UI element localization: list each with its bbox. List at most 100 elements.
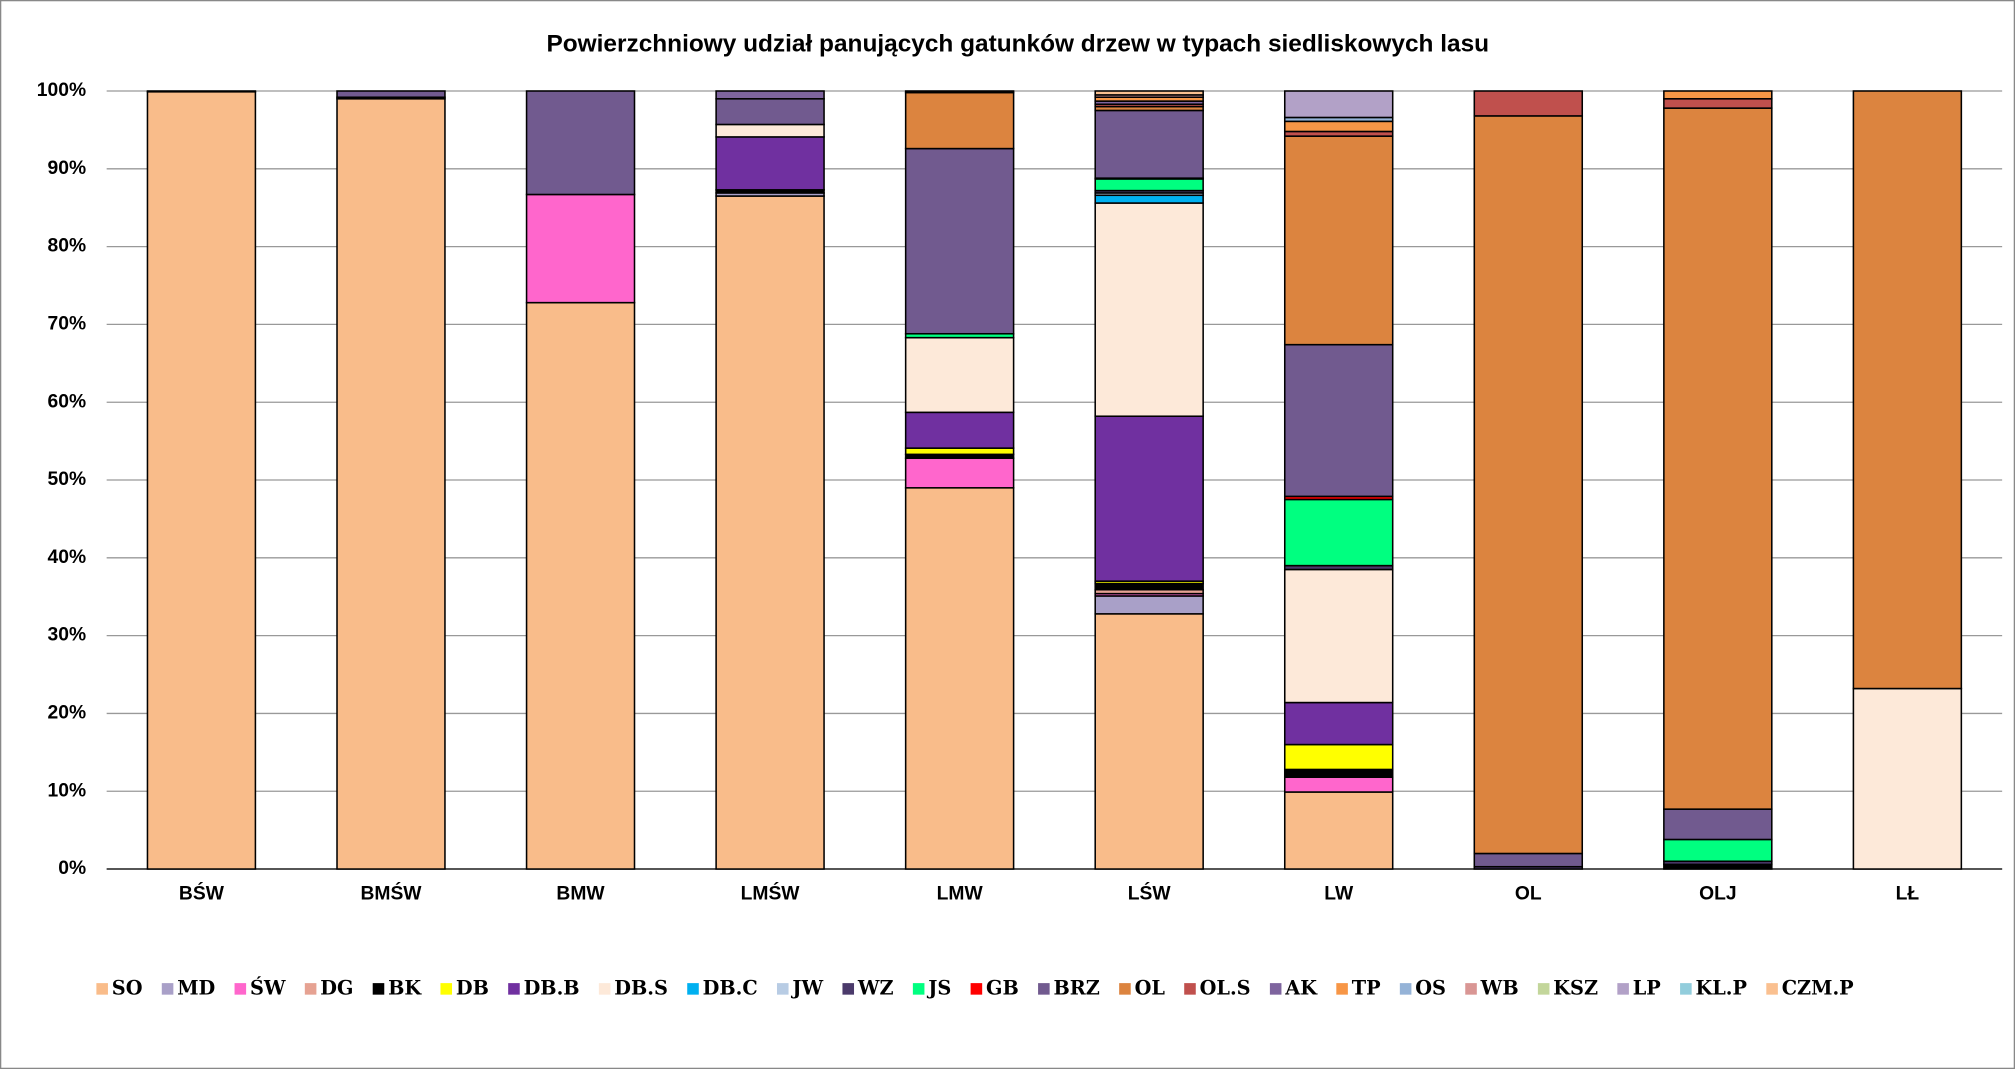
x-tick-label: OL bbox=[1515, 884, 1542, 905]
legend-swatch bbox=[1465, 983, 1477, 995]
legend-swatch bbox=[1766, 983, 1778, 995]
bar-segment bbox=[715, 90, 825, 100]
bar-segment bbox=[1283, 90, 1394, 119]
legend-swatch bbox=[161, 983, 174, 995]
y-tick-label: 0% bbox=[58, 858, 86, 879]
bar-segment bbox=[715, 98, 825, 126]
y-tick-label: 40% bbox=[48, 547, 87, 568]
legend-label: DB bbox=[456, 977, 489, 1000]
legend-label: KL.P bbox=[1696, 977, 1748, 1000]
bar-segment bbox=[1094, 415, 1204, 582]
y-tick-label: 90% bbox=[48, 158, 87, 179]
legend-swatch bbox=[1119, 983, 1131, 995]
y-tick-label: 20% bbox=[48, 703, 87, 724]
bar-segment bbox=[1094, 595, 1204, 615]
legend-label: MD bbox=[177, 977, 215, 1000]
bar-segment bbox=[1094, 178, 1204, 192]
y-tick-label: 60% bbox=[48, 391, 87, 412]
bar-segment bbox=[904, 487, 1015, 870]
x-tick-label: LŚW bbox=[1128, 883, 1172, 905]
legend-label: CZM.P bbox=[1782, 977, 1854, 1000]
bar-segment bbox=[1283, 791, 1394, 870]
bar-segment bbox=[715, 195, 825, 870]
legend-swatch bbox=[234, 983, 247, 995]
bar-segment bbox=[1283, 498, 1394, 567]
legend-swatch bbox=[1038, 983, 1050, 995]
legend-swatch bbox=[1336, 983, 1348, 995]
x-tick-label: BŚW bbox=[179, 883, 225, 905]
bar-segment bbox=[336, 98, 446, 870]
legend-swatch bbox=[687, 983, 699, 995]
chart-title: Powierzchniowy udział panujących gatunkó… bbox=[546, 30, 1489, 57]
bar-segment bbox=[1852, 687, 1963, 870]
bar-segment bbox=[1283, 776, 1394, 793]
bar-segment bbox=[1663, 808, 1773, 841]
bar-segment bbox=[1094, 109, 1204, 179]
bar-segment bbox=[146, 91, 257, 870]
legend-label: LP bbox=[1633, 977, 1661, 1000]
legend-label: WZ bbox=[857, 977, 894, 1000]
bar-segment bbox=[904, 147, 1015, 335]
bar-segment bbox=[904, 90, 1015, 94]
bar-segment bbox=[1283, 135, 1394, 346]
legend-swatch bbox=[842, 983, 855, 995]
legend-label: OL.S bbox=[1200, 977, 1251, 1000]
legend-label: DB.S bbox=[614, 977, 668, 1000]
bar-segment bbox=[904, 336, 1015, 414]
bar-segment bbox=[1663, 98, 1773, 109]
bar-segment bbox=[525, 301, 636, 870]
bar-segment bbox=[1094, 582, 1204, 591]
legend-swatch bbox=[440, 983, 453, 995]
y-tick-label: 30% bbox=[48, 625, 87, 646]
bar-segment bbox=[1283, 120, 1394, 133]
x-tick-label: LMŚW bbox=[741, 883, 801, 905]
bar-segment bbox=[1473, 115, 1584, 855]
bar-segment bbox=[1283, 743, 1394, 771]
bar-segment bbox=[904, 457, 1015, 489]
legend-label: GB bbox=[986, 977, 1019, 1000]
legend-swatch bbox=[1269, 983, 1282, 995]
y-tick-label: 80% bbox=[48, 236, 87, 257]
legend-swatch bbox=[1617, 983, 1629, 995]
legend-label: BK bbox=[388, 977, 422, 1000]
legend-swatch bbox=[304, 983, 317, 995]
bar-segment bbox=[146, 90, 257, 93]
legend-label: KSZ bbox=[1553, 977, 1598, 1000]
bar-segment bbox=[904, 411, 1015, 449]
legend-label: OS bbox=[1415, 977, 1446, 1000]
bar-segment bbox=[1473, 852, 1584, 868]
bar-segment bbox=[1283, 768, 1394, 779]
bar-segment bbox=[1663, 90, 1773, 100]
bar-segment bbox=[1852, 90, 1963, 690]
legend-swatch bbox=[1537, 983, 1550, 995]
legend-label: TP bbox=[1352, 977, 1381, 1000]
legend-label: JS bbox=[926, 977, 951, 1000]
bar-segment bbox=[1283, 701, 1394, 746]
bar-segment bbox=[1663, 838, 1773, 863]
legend-label: ŚW bbox=[250, 977, 286, 1000]
legend-label: SO bbox=[112, 977, 143, 1000]
bar-segment bbox=[1094, 202, 1204, 417]
y-tick-label: 100% bbox=[37, 80, 86, 101]
legend-swatch bbox=[970, 983, 983, 995]
x-tick-label: LŁ bbox=[1896, 884, 1920, 905]
y-tick-label: 50% bbox=[48, 469, 87, 490]
bar-segment bbox=[1094, 90, 1204, 96]
bar-segment bbox=[1663, 107, 1773, 810]
x-tick-label: OLJ bbox=[1699, 884, 1737, 905]
bar-segment bbox=[1094, 194, 1204, 204]
legend-swatch bbox=[912, 983, 925, 995]
legend-label: OL bbox=[1135, 977, 1166, 1000]
legend-swatch bbox=[372, 983, 385, 995]
legend-label: DB.C bbox=[703, 977, 758, 1000]
bar-segment bbox=[904, 447, 1015, 456]
bar-segment bbox=[1473, 90, 1584, 117]
legend-label: BRZ bbox=[1053, 977, 1099, 1000]
bar-segment bbox=[525, 90, 636, 196]
y-tick-label: 10% bbox=[48, 780, 87, 801]
y-tick-label: 70% bbox=[48, 314, 87, 335]
legend-swatch bbox=[1399, 983, 1412, 995]
legend-swatch bbox=[776, 983, 789, 995]
bar-segment bbox=[1094, 613, 1204, 870]
